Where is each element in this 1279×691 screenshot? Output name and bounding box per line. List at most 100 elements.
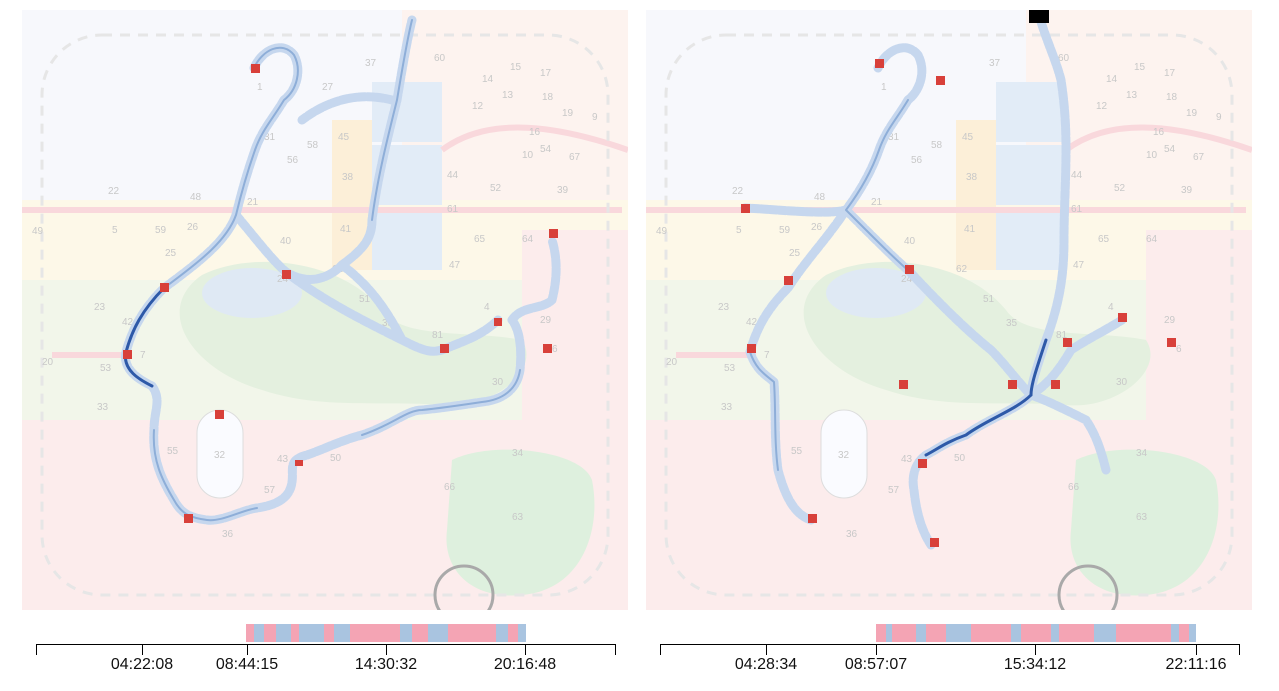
tick-label: 08:57:07 <box>844 656 908 673</box>
svg-text:51: 51 <box>359 294 371 305</box>
svg-text:14: 14 <box>482 74 494 85</box>
svg-text:32: 32 <box>838 450 850 461</box>
tick-mark <box>525 644 526 655</box>
svg-text:30: 30 <box>492 377 504 388</box>
svg-text:49: 49 <box>656 226 668 237</box>
svg-text:50: 50 <box>954 453 966 464</box>
timeline[interactable]: 04:22:08 08:44:15 14:30:32 20:16:48 <box>22 618 628 688</box>
svg-text:40: 40 <box>904 236 916 247</box>
svg-text:9: 9 <box>1216 112 1222 123</box>
svg-text:23: 23 <box>94 302 106 313</box>
movement-trajectory <box>740 10 1127 550</box>
svg-text:42: 42 <box>122 317 134 328</box>
svg-text:66: 66 <box>1068 482 1080 493</box>
svg-text:57: 57 <box>888 485 900 496</box>
svg-text:34: 34 <box>512 448 524 459</box>
svg-text:63: 63 <box>1136 512 1148 523</box>
svg-text:26: 26 <box>811 222 823 233</box>
svg-text:13: 13 <box>502 90 514 101</box>
svg-text:48: 48 <box>814 192 826 203</box>
svg-text:42: 42 <box>746 317 758 328</box>
svg-text:26: 26 <box>187 222 199 233</box>
tick-label: 15:34:12 <box>1003 656 1067 673</box>
svg-text:55: 55 <box>791 446 803 457</box>
svg-text:32: 32 <box>214 450 226 461</box>
svg-text:29: 29 <box>1164 315 1176 326</box>
tick-label: 20:16:48 <box>493 656 557 673</box>
svg-text:81: 81 <box>432 330 444 341</box>
svg-text:21: 21 <box>247 197 259 208</box>
svg-text:39: 39 <box>1181 185 1193 196</box>
svg-text:20: 20 <box>42 357 54 368</box>
tick-mark <box>247 644 248 655</box>
stop-points <box>123 64 558 523</box>
svg-text:7: 7 <box>764 350 770 361</box>
svg-text:49: 49 <box>32 226 44 237</box>
svg-text:67: 67 <box>569 152 581 163</box>
svg-text:15: 15 <box>510 62 522 73</box>
svg-text:1: 1 <box>881 82 887 93</box>
time-axis <box>36 644 616 645</box>
svg-text:19: 19 <box>562 108 574 119</box>
tick-label: 22:11:16 <box>1165 656 1227 673</box>
svg-text:40: 40 <box>280 236 292 247</box>
svg-text:52: 52 <box>1114 183 1126 194</box>
svg-text:41: 41 <box>340 224 352 235</box>
svg-text:35: 35 <box>1006 318 1018 329</box>
timeline[interactable]: 04:28:34 08:57:07 15:34:12 22:11:16 <box>646 618 1252 688</box>
svg-text:1: 1 <box>257 82 263 93</box>
svg-text:27: 27 <box>322 82 334 93</box>
svg-text:22: 22 <box>732 186 744 197</box>
svg-text:48: 48 <box>190 192 202 203</box>
svg-text:7: 7 <box>140 350 146 361</box>
svg-text:38: 38 <box>966 172 978 183</box>
svg-text:20: 20 <box>666 357 678 368</box>
svg-text:25: 25 <box>789 248 801 259</box>
svg-text:13: 13 <box>1126 90 1138 101</box>
stop-points <box>741 59 1176 547</box>
svg-text:36: 36 <box>222 529 234 540</box>
svg-text:19: 19 <box>1186 108 1198 119</box>
svg-text:56: 56 <box>911 155 923 166</box>
svg-text:64: 64 <box>522 234 534 245</box>
svg-text:9: 9 <box>592 112 598 123</box>
svg-text:51: 51 <box>983 294 995 305</box>
tick-mark <box>766 644 767 655</box>
svg-text:33: 33 <box>721 402 733 413</box>
axis-start <box>660 644 661 655</box>
svg-text:18: 18 <box>1166 92 1178 103</box>
svg-text:18: 18 <box>542 92 554 103</box>
axis-end <box>1239 644 1240 655</box>
time-axis <box>660 644 1240 645</box>
tick-mark <box>386 644 387 655</box>
svg-text:54: 54 <box>540 144 552 155</box>
svg-text:12: 12 <box>472 101 484 112</box>
svg-text:52: 52 <box>490 183 502 194</box>
tick-label: 08:44:15 <box>215 656 279 673</box>
tick-mark <box>1035 644 1036 655</box>
svg-text:21: 21 <box>871 197 883 208</box>
activity-bar[interactable] <box>876 624 1196 642</box>
svg-text:53: 53 <box>100 363 112 374</box>
svg-text:15: 15 <box>1134 62 1146 73</box>
tick-mark <box>876 644 877 655</box>
tick-mark <box>142 644 143 655</box>
tick-mark <box>1196 644 1197 655</box>
svg-text:37: 37 <box>365 58 377 69</box>
activity-bar[interactable] <box>246 624 526 642</box>
svg-text:14: 14 <box>1106 74 1118 85</box>
svg-text:54: 54 <box>1164 144 1176 155</box>
svg-text:31: 31 <box>888 132 900 143</box>
svg-text:24: 24 <box>277 274 289 285</box>
svg-text:65: 65 <box>474 234 486 245</box>
svg-text:57: 57 <box>264 485 276 496</box>
svg-text:23: 23 <box>718 302 730 313</box>
svg-text:61: 61 <box>1071 204 1083 215</box>
svg-text:4: 4 <box>1108 302 1114 313</box>
svg-text:10: 10 <box>522 150 534 161</box>
svg-text:55: 55 <box>167 446 179 457</box>
svg-text:39: 39 <box>557 185 569 196</box>
